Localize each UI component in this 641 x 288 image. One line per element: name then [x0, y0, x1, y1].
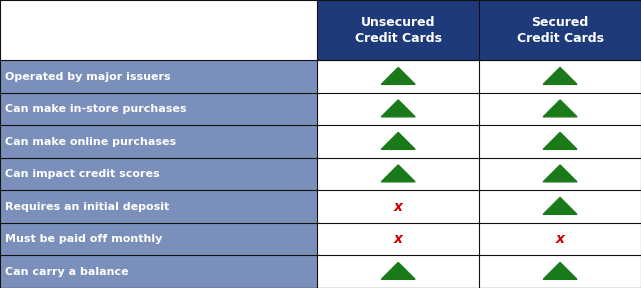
Text: x: x	[394, 200, 403, 214]
Text: Must be paid off monthly: Must be paid off monthly	[5, 234, 163, 244]
Bar	[479, 0, 641, 60]
Polygon shape	[381, 100, 415, 117]
Bar	[317, 255, 479, 288]
Bar	[0, 126, 317, 158]
Text: Can make in-store purchases: Can make in-store purchases	[5, 104, 187, 114]
Polygon shape	[543, 100, 577, 117]
Text: Requires an initial deposit: Requires an initial deposit	[5, 202, 169, 212]
Polygon shape	[543, 262, 577, 279]
Bar	[0, 158, 317, 190]
Polygon shape	[543, 198, 577, 214]
Bar	[479, 223, 641, 255]
Text: Can make online purchases: Can make online purchases	[5, 137, 176, 147]
Bar	[317, 158, 479, 190]
Bar	[317, 223, 479, 255]
Text: Secured
Credit Cards: Secured Credit Cards	[517, 16, 604, 45]
Bar	[479, 93, 641, 126]
Polygon shape	[381, 165, 415, 182]
Text: Can carry a balance: Can carry a balance	[5, 267, 129, 277]
Bar	[0, 223, 317, 255]
Bar	[479, 158, 641, 190]
Bar	[317, 93, 479, 126]
Bar	[479, 126, 641, 158]
Bar	[317, 0, 479, 60]
Bar	[317, 190, 479, 223]
Polygon shape	[381, 67, 415, 84]
Polygon shape	[381, 132, 415, 149]
Text: Unsecured
Credit Cards: Unsecured Credit Cards	[354, 16, 442, 45]
Bar	[0, 0, 317, 60]
Text: Operated by major issuers: Operated by major issuers	[5, 72, 171, 82]
Bar	[479, 255, 641, 288]
Bar	[0, 190, 317, 223]
Bar	[317, 126, 479, 158]
Bar	[317, 60, 479, 93]
Bar	[479, 60, 641, 93]
Bar	[0, 60, 317, 93]
Bar	[479, 190, 641, 223]
Polygon shape	[543, 165, 577, 182]
Text: x: x	[556, 232, 565, 246]
Text: x: x	[394, 232, 403, 246]
Polygon shape	[543, 132, 577, 149]
Polygon shape	[381, 262, 415, 279]
Bar	[0, 255, 317, 288]
Text: Can impact credit scores: Can impact credit scores	[5, 169, 160, 179]
Bar	[0, 93, 317, 126]
Polygon shape	[543, 67, 577, 84]
